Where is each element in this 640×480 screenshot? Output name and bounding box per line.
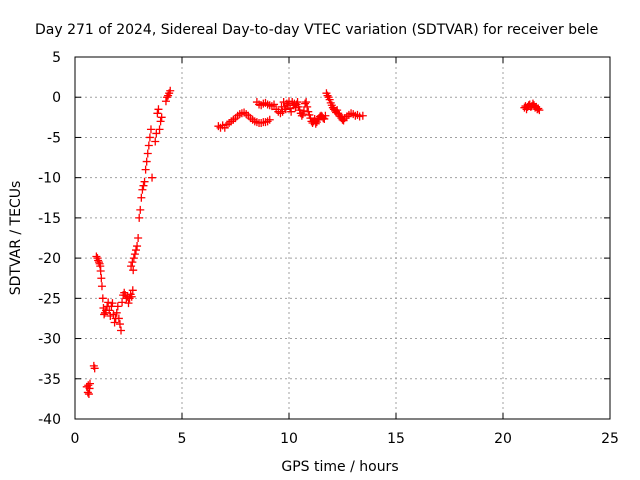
data-point-marker: [100, 310, 109, 319]
data-point-marker: [105, 306, 114, 315]
data-point-marker: [98, 294, 107, 303]
x-tick-label: 0: [71, 431, 80, 447]
data-point-marker: [130, 250, 139, 259]
x-tick-label: 5: [178, 431, 187, 447]
data-point-marker: [144, 141, 153, 150]
x-tick-label: 20: [494, 431, 512, 447]
data-point-marker: [155, 125, 164, 134]
data-point-marker: [323, 91, 332, 100]
data-point-marker: [133, 242, 142, 251]
data-point-marker: [127, 292, 136, 301]
chart-title: Day 271 of 2024, Sidereal Day-to-day VTE…: [35, 22, 598, 38]
y-tick-label: -35: [38, 372, 61, 388]
data-point-marker: [287, 107, 296, 116]
data-point-marker: [151, 137, 160, 146]
data-point-marker: [90, 364, 99, 373]
data-point-marker: [166, 86, 175, 95]
data-point-marker: [142, 157, 151, 166]
data-point-marker: [534, 104, 543, 113]
data-points: [82, 86, 544, 399]
data-point-marker: [137, 193, 146, 202]
y-axis-label: SDTVAR / TECUs: [8, 181, 24, 296]
data-point-marker: [157, 113, 166, 122]
x-tick-label: 15: [387, 431, 405, 447]
x-tick-label: 10: [280, 431, 298, 447]
data-point-marker: [148, 173, 157, 182]
data-point-marker: [311, 119, 320, 128]
y-tick-label: -10: [38, 171, 61, 187]
data-point-marker: [281, 105, 290, 114]
data-point-marker: [143, 149, 152, 158]
data-point-marker: [535, 106, 544, 115]
data-point-marker: [114, 314, 123, 323]
data-point-marker: [152, 129, 161, 138]
y-tick-label: -20: [38, 251, 61, 267]
x-axis-label: GPS time / hours: [281, 459, 398, 475]
data-point-marker: [96, 266, 105, 275]
data-point-marker: [97, 282, 106, 291]
data-point-marker: [145, 133, 154, 142]
data-point-marker: [92, 252, 101, 261]
y-tick-label: -30: [38, 332, 61, 348]
data-point-marker: [321, 111, 330, 120]
data-point-marker: [297, 111, 306, 120]
data-point-marker: [124, 299, 133, 308]
plot-frame: [74, 56, 611, 420]
y-tick-label: 5: [52, 50, 61, 66]
data-point-marker: [154, 105, 163, 114]
data-point-marker: [141, 165, 150, 174]
y-tick-label: 0: [52, 90, 61, 106]
y-tick-label: -5: [47, 130, 61, 146]
data-point-marker: [83, 388, 92, 397]
data-point-marker: [153, 109, 162, 118]
data-point-marker: [299, 106, 308, 115]
data-point-marker: [97, 274, 106, 283]
data-point-marker: [134, 234, 143, 242]
data-point-marker: [85, 379, 94, 388]
y-tick-label: -25: [38, 291, 61, 307]
data-point-marker: [110, 318, 119, 327]
data-point-marker: [113, 302, 122, 311]
data-point-marker: [156, 117, 165, 126]
data-point-marker: [270, 100, 279, 109]
data-point-marker: [115, 320, 124, 329]
data-point-marker: [108, 299, 117, 308]
data-point-marker: [127, 262, 136, 271]
data-point-marker: [129, 266, 138, 275]
data-point-marker: [140, 177, 149, 186]
data-point-marker: [293, 98, 302, 107]
data-point-marker: [163, 93, 172, 102]
data-point-marker: [129, 254, 138, 263]
data-point-marker: [302, 98, 311, 107]
data-point-marker: [358, 111, 367, 120]
y-tick-label: -15: [38, 211, 61, 227]
tick-labels: 0 5 10 15 20 25 5 0 -5 -10 -15 -20 -25 -30 -35 -40: [38, 50, 619, 447]
data-point-marker: [128, 286, 137, 295]
data-point-marker: [136, 205, 145, 214]
data-point-marker: [117, 326, 126, 335]
data-point-marker: [118, 298, 127, 307]
data-point-marker: [138, 185, 147, 194]
data-point-marker: [128, 258, 137, 267]
x-tick-label: 25: [601, 431, 619, 447]
data-point-marker: [161, 97, 170, 106]
y-tick-label: -40: [38, 412, 61, 428]
data-point-marker: [139, 181, 148, 190]
data-point-marker: [131, 246, 140, 255]
data-point-marker: [146, 125, 155, 134]
data-point-marker: [265, 115, 274, 124]
data-point-marker: [303, 102, 312, 111]
data-point-marker: [112, 308, 121, 317]
data-point-marker: [104, 298, 113, 307]
data-point-marker: [135, 213, 144, 222]
grid-lines: [75, 57, 610, 419]
